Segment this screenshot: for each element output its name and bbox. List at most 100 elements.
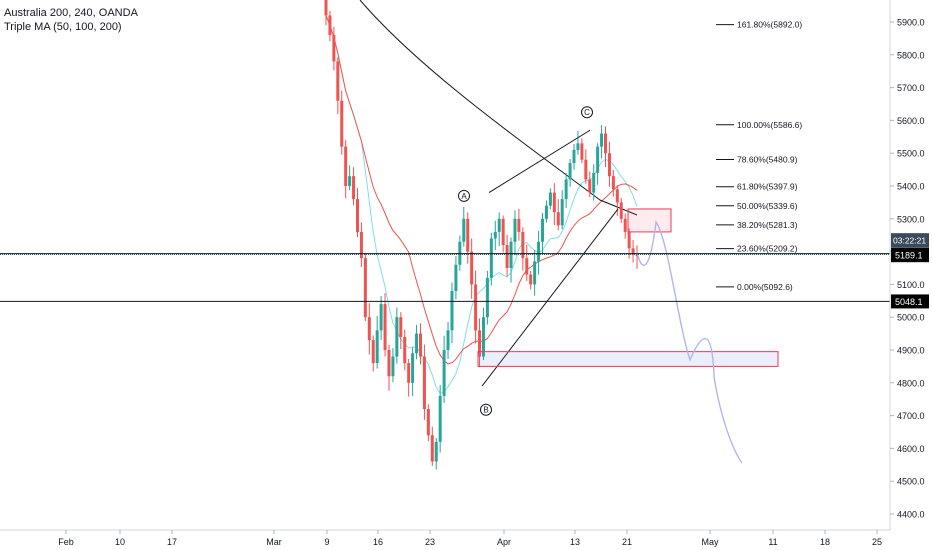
- candle-body: [411, 353, 415, 383]
- wave-label-b: B: [480, 403, 492, 416]
- time-tick-label: May: [701, 537, 719, 547]
- time-tick-label: 11: [768, 537, 777, 547]
- candle-body: [430, 435, 434, 462]
- candle-body: [446, 330, 450, 350]
- candle: [509, 237, 513, 283]
- candle-body: [340, 100, 344, 147]
- candle: [537, 230, 541, 275]
- wave-label-text: A: [461, 192, 467, 201]
- candle-body: [537, 241, 541, 262]
- candle: [371, 335, 375, 372]
- price-tick-label: 4900.0: [897, 346, 925, 356]
- drawings: A B C: [458, 106, 779, 464]
- candle-body: [627, 231, 631, 249]
- candle: [462, 206, 466, 247]
- price-tick-label: 4600.0: [897, 444, 925, 454]
- candle-body: [438, 395, 442, 442]
- candle: [568, 159, 572, 187]
- time-tick-label: 10: [115, 537, 125, 547]
- projection-path: [636, 220, 743, 464]
- candle-body: [395, 317, 399, 357]
- candle: [470, 238, 474, 299]
- candle: [363, 252, 367, 322]
- candle-body: [462, 218, 466, 242]
- candle-body: [560, 199, 564, 226]
- candle: [619, 198, 623, 223]
- candle: [478, 318, 482, 368]
- candle: [438, 384, 442, 453]
- time-tick-label: 21: [622, 537, 632, 547]
- candle: [367, 303, 371, 355]
- candle-body: [442, 350, 446, 396]
- candle-body: [525, 258, 529, 275]
- price-tag-bg: [891, 248, 929, 263]
- candle: [505, 235, 509, 277]
- candle-body: [600, 133, 604, 147]
- candle-body: [607, 153, 611, 177]
- price-tag-bg: [891, 294, 929, 309]
- candle-body: [363, 258, 367, 318]
- candle-body: [387, 350, 391, 377]
- symbol-title[interactable]: Australia 200, 240, OANDA: [4, 7, 138, 19]
- indicator-title[interactable]: Triple MA (50, 100, 200): [4, 21, 122, 33]
- time-axis[interactable]: Feb 10 17 Mar 9 16 23 Apr 13 21 May 11 18 25: [0, 529, 890, 547]
- price-tag-time-bg: [891, 233, 929, 248]
- candle-body: [489, 238, 493, 278]
- candle-body: [533, 261, 537, 285]
- candle: [572, 143, 576, 170]
- candle-body: [505, 245, 509, 268]
- candle-body: [580, 143, 584, 160]
- fib-level-label: 50.00%(5339.6): [737, 201, 798, 211]
- candle-body: [336, 61, 340, 101]
- candle: [592, 164, 596, 201]
- horizontal-lines: [0, 253, 890, 302]
- candle-body: [564, 179, 568, 200]
- candle-body: [434, 441, 438, 462]
- candle: [552, 183, 556, 226]
- candle: [611, 169, 615, 197]
- time-tick-label: 18: [820, 537, 830, 547]
- time-tick-label: Apr: [497, 537, 511, 547]
- candle-body: [367, 317, 371, 341]
- ma-50-line: [325, 15, 638, 394]
- candle-body: [426, 409, 430, 436]
- candle-body: [454, 264, 458, 291]
- candle: [493, 220, 497, 251]
- price-tick-label: 4400.0: [897, 510, 925, 520]
- candle: [422, 344, 426, 420]
- candle-body: [623, 218, 627, 232]
- candle: [336, 57, 340, 115]
- price-axis[interactable]: 4400.0 4500.0 4600.0 4700.0 4800.0 4900.0 5000…: [889, 0, 925, 530]
- wedge-lower-line: [481, 208, 619, 387]
- candle-body: [631, 248, 635, 255]
- candle-body: [418, 333, 422, 357]
- candle-body: [478, 330, 482, 357]
- candle: [411, 347, 415, 397]
- time-tick-label: Feb: [58, 537, 74, 547]
- price-tag-text: 5048.1: [895, 297, 923, 307]
- candle: [415, 324, 419, 360]
- candle: [564, 172, 568, 209]
- candle-body: [619, 202, 623, 219]
- candle: [600, 125, 604, 159]
- candle-body: [474, 284, 478, 331]
- candle: [395, 307, 399, 364]
- candle: [525, 244, 529, 281]
- wedge-upper-line: [488, 129, 591, 193]
- wave-label-a: A: [458, 189, 470, 202]
- candle-body: [576, 143, 580, 150]
- candle: [379, 295, 383, 340]
- candle: [584, 149, 588, 184]
- price-tag: 5189.1 03:22:21: [891, 233, 929, 263]
- candle-body: [403, 336, 407, 364]
- candle: [454, 256, 458, 300]
- wave-label-circle: [458, 189, 470, 202]
- candle: [513, 210, 517, 256]
- candle: [450, 282, 454, 344]
- candle: [344, 140, 348, 199]
- candle: [533, 250, 537, 296]
- candle: [399, 312, 403, 350]
- price-tick-label: 5900.0: [897, 18, 925, 28]
- demand-zone-box: [477, 351, 779, 367]
